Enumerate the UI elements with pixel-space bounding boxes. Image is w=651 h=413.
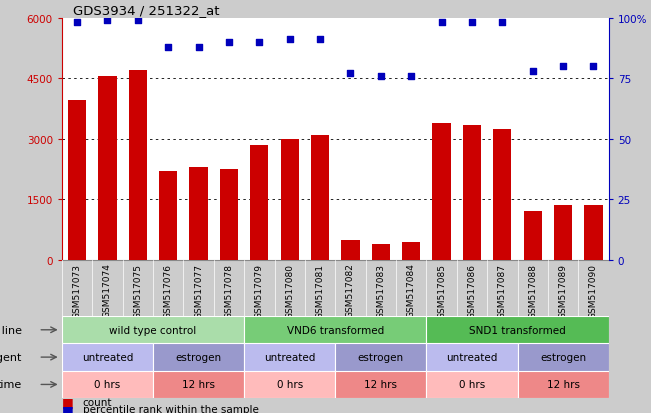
Point	[102, 18, 113, 24]
Text: GSM517078: GSM517078	[225, 263, 234, 318]
Point	[224, 40, 234, 46]
Text: SND1 transformed: SND1 transformed	[469, 325, 566, 335]
Bar	[159, 172, 177, 260]
Point	[436, 20, 447, 27]
Bar	[98, 77, 117, 260]
Bar	[432, 123, 450, 260]
Point	[315, 37, 326, 44]
Text: estrogen: estrogen	[176, 352, 221, 362]
Text: GSM517083: GSM517083	[376, 263, 385, 318]
Text: GSM517086: GSM517086	[467, 263, 477, 318]
Text: GSM517081: GSM517081	[316, 263, 325, 318]
Bar	[189, 168, 208, 260]
Text: GSM517082: GSM517082	[346, 263, 355, 318]
Text: GSM517076: GSM517076	[163, 263, 173, 318]
Bar	[129, 71, 147, 260]
Point	[72, 20, 82, 27]
Point	[527, 69, 538, 75]
Bar	[463, 125, 481, 260]
Point	[345, 71, 355, 78]
Bar	[426, 316, 609, 344]
Bar	[220, 170, 238, 260]
Bar	[518, 344, 609, 371]
Bar	[585, 206, 603, 260]
Text: GSM517085: GSM517085	[437, 263, 446, 318]
Bar	[244, 344, 335, 371]
Text: GSM517090: GSM517090	[589, 263, 598, 318]
Bar	[250, 145, 268, 260]
Bar	[153, 371, 244, 398]
Text: wild type control: wild type control	[109, 325, 197, 335]
Text: GSM517073: GSM517073	[72, 263, 81, 318]
Bar	[62, 316, 244, 344]
Text: 12 hrs: 12 hrs	[547, 380, 579, 389]
Bar	[372, 244, 390, 260]
Text: VND6 transformed: VND6 transformed	[286, 325, 384, 335]
Text: untreated: untreated	[447, 352, 497, 362]
Text: GSM517075: GSM517075	[133, 263, 143, 318]
Point	[589, 64, 599, 70]
Text: estrogen: estrogen	[358, 352, 404, 362]
Text: 12 hrs: 12 hrs	[182, 380, 215, 389]
Point	[254, 40, 264, 46]
Bar	[244, 316, 426, 344]
Text: GSM517079: GSM517079	[255, 263, 264, 318]
Bar	[523, 212, 542, 260]
Text: GSM517080: GSM517080	[285, 263, 294, 318]
Text: ■: ■	[62, 395, 74, 408]
Text: untreated: untreated	[264, 352, 315, 362]
Bar	[281, 140, 299, 260]
Text: GDS3934 / 251322_at: GDS3934 / 251322_at	[73, 5, 219, 17]
Point	[163, 44, 173, 51]
Text: agent: agent	[0, 352, 21, 362]
Bar	[153, 344, 244, 371]
Bar	[554, 206, 572, 260]
Point	[467, 20, 477, 27]
Bar	[518, 371, 609, 398]
Bar	[335, 344, 426, 371]
Text: GSM517087: GSM517087	[498, 263, 507, 318]
Bar	[426, 371, 518, 398]
Text: cell line: cell line	[0, 325, 21, 335]
Text: 0 hrs: 0 hrs	[459, 380, 485, 389]
Text: 0 hrs: 0 hrs	[94, 380, 120, 389]
Text: percentile rank within the sample: percentile rank within the sample	[83, 404, 258, 413]
Text: estrogen: estrogen	[540, 352, 586, 362]
Bar	[341, 240, 359, 260]
Bar	[335, 371, 426, 398]
Text: count: count	[83, 397, 112, 407]
Bar	[68, 101, 86, 260]
Text: untreated: untreated	[82, 352, 133, 362]
Text: GSM517089: GSM517089	[559, 263, 568, 318]
Bar	[402, 242, 421, 260]
Text: time: time	[0, 380, 21, 389]
Text: 12 hrs: 12 hrs	[365, 380, 397, 389]
Point	[558, 64, 568, 70]
Point	[133, 18, 143, 24]
Text: 0 hrs: 0 hrs	[277, 380, 303, 389]
Bar	[244, 371, 335, 398]
Bar	[493, 129, 512, 260]
Point	[376, 73, 386, 80]
Text: GSM517088: GSM517088	[528, 263, 537, 318]
Text: GSM517074: GSM517074	[103, 263, 112, 318]
Bar	[62, 344, 153, 371]
Text: ■: ■	[62, 403, 74, 413]
Bar	[426, 344, 518, 371]
Point	[193, 44, 204, 51]
Bar	[311, 135, 329, 260]
Point	[497, 20, 508, 27]
Text: GSM517084: GSM517084	[407, 263, 416, 318]
Point	[406, 73, 417, 80]
Text: GSM517077: GSM517077	[194, 263, 203, 318]
Point	[284, 37, 295, 44]
Bar	[62, 371, 153, 398]
